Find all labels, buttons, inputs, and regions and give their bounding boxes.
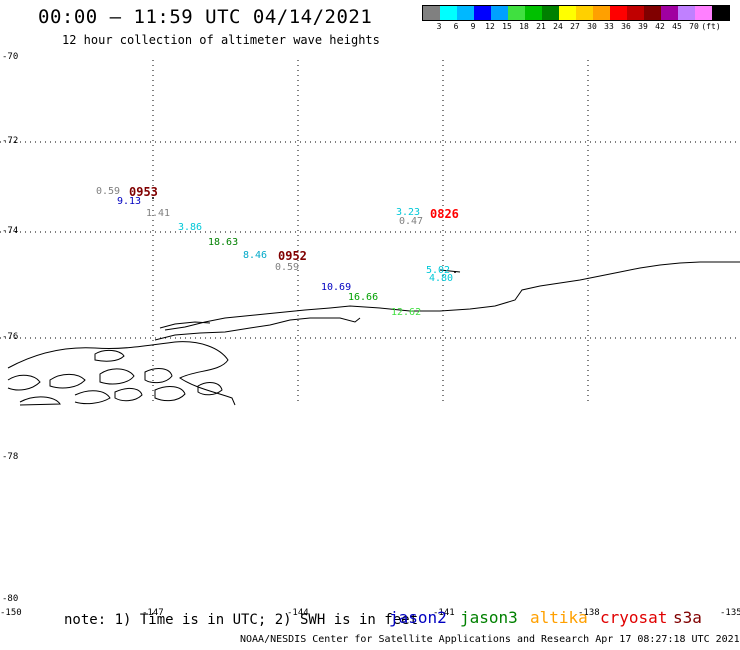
island-7 bbox=[114, 387, 143, 402]
scale-label: 15 bbox=[502, 22, 512, 31]
scale-label: 18 bbox=[519, 22, 529, 31]
lat-label: -78 bbox=[2, 452, 19, 462]
legend-cryosat: cryosat bbox=[600, 608, 668, 627]
footer-note: note: 1) Time is in UTC; 2) SWH is in fe… bbox=[64, 612, 419, 628]
wave-height-label: 10.69 bbox=[321, 282, 352, 293]
scale-swatch bbox=[491, 6, 508, 20]
island-4 bbox=[144, 368, 173, 384]
scale-swatch bbox=[525, 6, 542, 20]
island-3 bbox=[99, 368, 135, 385]
footer-credit: NOAA/NESDIS Center for Satellite Applica… bbox=[240, 634, 740, 645]
scale-label: 39 bbox=[638, 22, 648, 31]
track-dot bbox=[152, 197, 154, 199]
wave-height-label: 12.62 bbox=[391, 307, 422, 318]
lon-label: -141 bbox=[433, 608, 455, 618]
scale-label: 70 bbox=[689, 22, 699, 31]
wave-height-label: 3.86 bbox=[178, 222, 203, 233]
island-10 bbox=[94, 349, 125, 362]
scale-label: 45 bbox=[672, 22, 682, 31]
island-9 bbox=[197, 382, 223, 396]
island-5 bbox=[19, 396, 61, 406]
wave-height-label: 4.80 bbox=[429, 273, 454, 284]
island-6 bbox=[74, 390, 111, 405]
lat-label: -74 bbox=[2, 226, 19, 236]
map-subtitle: 12 hour collection of altimeter wave hei… bbox=[62, 33, 380, 47]
wave-height-label: 3.23 bbox=[396, 207, 421, 218]
wave-height-label: 16.66 bbox=[348, 292, 379, 303]
scale-swatch bbox=[474, 6, 491, 20]
pass-time-label: 0952 bbox=[278, 249, 307, 263]
scale-swatch bbox=[610, 6, 627, 20]
coastline-main bbox=[164, 261, 740, 331]
scale-label: (ft) bbox=[701, 22, 721, 31]
lat-label: -72 bbox=[2, 136, 19, 146]
wave-height-label: 18.63 bbox=[208, 237, 239, 248]
wave-height-label: 0.59 bbox=[275, 262, 300, 273]
scale-label: 9 bbox=[470, 22, 476, 31]
color-scale-bar bbox=[422, 5, 730, 21]
scale-swatch bbox=[678, 6, 695, 20]
scale-swatch bbox=[508, 6, 525, 20]
island-1 bbox=[7, 374, 41, 391]
scale-swatch bbox=[627, 6, 644, 20]
scale-label: 33 bbox=[604, 22, 614, 31]
lon-label: -147 bbox=[142, 608, 164, 618]
pass-time-label: 0826 bbox=[430, 207, 459, 221]
scale-label: 36 bbox=[621, 22, 631, 31]
pass-time-label: 0953 bbox=[129, 185, 158, 199]
lon-label: -135 bbox=[720, 608, 740, 618]
scale-swatch bbox=[661, 6, 678, 20]
coastline bbox=[7, 261, 740, 406]
coastline-inlet bbox=[159, 321, 211, 329]
track-dot bbox=[454, 271, 456, 273]
wave-height-label: 9.13 bbox=[117, 196, 142, 207]
satellite-track-markers bbox=[152, 197, 456, 273]
scale-swatch bbox=[644, 6, 661, 20]
legend-altika: altika bbox=[530, 608, 588, 627]
scale-swatch bbox=[576, 6, 593, 20]
scale-label: 12 bbox=[485, 22, 495, 31]
lat-label: -80 bbox=[2, 594, 19, 604]
scale-label: 21 bbox=[536, 22, 546, 31]
coastline-shelf bbox=[154, 317, 361, 341]
scale-swatch bbox=[423, 6, 440, 20]
scale-label: 3 bbox=[436, 22, 442, 31]
scale-label: 24 bbox=[553, 22, 563, 31]
lat-label: -70 bbox=[2, 52, 19, 62]
scale-label: 30 bbox=[587, 22, 597, 31]
wave-height-label: 0.59 bbox=[96, 186, 121, 197]
scale-label: 6 bbox=[453, 22, 459, 31]
map-title: 00:00 – 11:59 UTC 04/14/2021 bbox=[38, 6, 373, 28]
scale-label: 42 bbox=[655, 22, 665, 31]
scale-swatch bbox=[695, 6, 712, 20]
island-8 bbox=[154, 386, 186, 402]
scale-swatch bbox=[712, 6, 729, 20]
wave-height-label: 8.46 bbox=[243, 250, 268, 261]
legend-jason2: jason2 bbox=[389, 608, 447, 627]
scale-swatch bbox=[593, 6, 610, 20]
scale-swatch bbox=[542, 6, 559, 20]
lon-label: -144 bbox=[287, 608, 309, 618]
legend-s3a: s3a bbox=[673, 608, 702, 627]
lat-label: -76 bbox=[2, 332, 19, 342]
wave-height-label: 1.41 bbox=[146, 208, 171, 219]
lon-label: -150 bbox=[0, 608, 22, 618]
coastline-fragment bbox=[439, 269, 461, 273]
scale-swatch bbox=[457, 6, 474, 20]
scale-swatch bbox=[559, 6, 576, 20]
island-2 bbox=[49, 373, 86, 389]
wave-height-label: 0.47 bbox=[399, 216, 424, 227]
scale-swatch bbox=[440, 6, 457, 20]
wave-height-label: 5.02 bbox=[426, 265, 451, 276]
ice-shelf-outline bbox=[7, 341, 236, 406]
lon-label: -138 bbox=[578, 608, 600, 618]
graticule bbox=[0, 60, 740, 405]
legend-jason3: jason3 bbox=[460, 608, 518, 627]
scale-label: 27 bbox=[570, 22, 580, 31]
